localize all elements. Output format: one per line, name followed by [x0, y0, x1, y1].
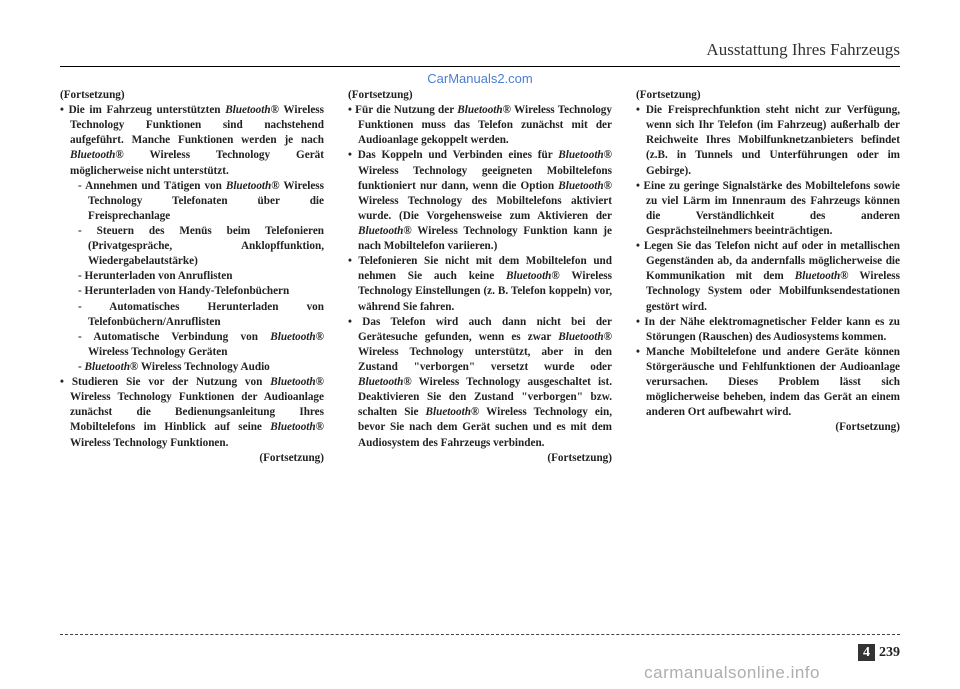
bluetooth-term: Bluetooth®	[85, 361, 139, 373]
column-2: (Fortsetzung) Für die Nutzung der Blueto…	[348, 88, 612, 466]
bluetooth-term: Bluetooth®	[506, 270, 560, 282]
list-item: In der Nähe elektromagnetischer Felder k…	[636, 315, 900, 345]
watermark-bottom: carmanualsonline.info	[644, 663, 820, 683]
text: Wireless Technology des Mobiltelefons ak…	[358, 195, 612, 222]
manual-page: Ausstattung Ihres Fahrzeugs CarManuals2.…	[0, 0, 960, 689]
footer-rule	[60, 634, 900, 635]
text: Wireless Technology Audio	[138, 361, 270, 373]
column-3: (Fortsetzung) Die Freisprechfunktion ste…	[636, 88, 900, 466]
continuation-label: (Fortsetzung)	[60, 451, 324, 466]
column-1: (Fortsetzung) Die im Fahrzeug unterstütz…	[60, 88, 324, 466]
bluetooth-term: Bluetooth®	[457, 104, 511, 116]
bullet-list: Die im Fahrzeug unterstützten Bluetooth®…	[60, 103, 324, 451]
text: Studieren Sie vor der Nutzung von	[72, 376, 270, 388]
list-item: Steuern des Menüs beim Telefonieren (Pri…	[70, 224, 324, 269]
list-item: Bluetooth® Wireless Technology Audio	[70, 360, 324, 375]
text: Annehmen und Tätigen von	[85, 180, 226, 192]
page-number-value: 239	[879, 645, 900, 660]
list-item: Automatisches Herunterladen von Telefonb…	[70, 300, 324, 330]
list-item: Eine zu geringe Signalstärke des Mobilte…	[636, 179, 900, 239]
bluetooth-term: Bluetooth®	[795, 270, 849, 282]
list-item: Herunterladen von Anruflisten	[70, 269, 324, 284]
bluetooth-term: Bluetooth®	[358, 376, 412, 388]
list-item: Die im Fahrzeug unterstützten Bluetooth®…	[60, 103, 324, 375]
text: Wireless Technology unterstützt, aber in…	[358, 346, 612, 373]
text: Wireless Technology Funktionen.	[70, 437, 228, 449]
text: Das Koppeln und Verbinden eines für	[358, 149, 559, 161]
bluetooth-term: Bluetooth®	[225, 104, 279, 116]
bluetooth-term: Bluetooth®	[558, 331, 612, 343]
bluetooth-term: Bluetooth®	[270, 376, 324, 388]
list-item: Herunterladen von Handy-Telefonbüchern	[70, 284, 324, 299]
continuation-label: (Fortsetzung)	[60, 88, 324, 103]
continuation-label: (Fortsetzung)	[348, 88, 612, 103]
text: Wireless Technology Geräten	[88, 346, 227, 358]
watermark-top: CarManuals2.com	[60, 71, 900, 86]
list-item: Automatische Verbindung von Bluetooth® W…	[70, 330, 324, 360]
section-number: 4	[858, 644, 875, 661]
continuation-label: (Fortsetzung)	[348, 451, 612, 466]
bluetooth-term: Bluetooth®	[358, 225, 412, 237]
list-item: Telefonieren Sie nicht mit dem Mobiltele…	[348, 254, 612, 314]
list-item: Manche Mobiltelefone und andere Geräte k…	[636, 345, 900, 421]
text-columns: (Fortsetzung) Die im Fahrzeug unterstütz…	[60, 88, 900, 466]
section-header: Ausstattung Ihres Fahrzeugs	[60, 40, 900, 67]
bluetooth-term: Bluetooth®	[270, 421, 324, 433]
bullet-list: Die Freisprechfunktion steht nicht zur V…	[636, 103, 900, 420]
text: Für die Nutzung der	[355, 104, 457, 116]
text: Die im Fahrzeug unterstützten	[69, 104, 226, 116]
text: Automatische Verbindung von	[93, 331, 270, 343]
dash-list: Annehmen und Tätigen von Bluetooth® Wire…	[70, 179, 324, 375]
list-item: Studieren Sie vor der Nutzung von Blueto…	[60, 375, 324, 451]
bluetooth-term: Bluetooth®	[558, 180, 612, 192]
bluetooth-term: Bluetooth®	[558, 149, 612, 161]
bluetooth-term: Bluetooth®	[70, 149, 124, 161]
list-item: Das Telefon wird auch dann nicht bei der…	[348, 315, 612, 451]
list-item: Die Freisprechfunktion steht nicht zur V…	[636, 103, 900, 179]
list-item: Das Koppeln und Verbinden eines für Blue…	[348, 148, 612, 254]
list-item: Legen Sie das Telefon nicht auf oder in …	[636, 239, 900, 315]
bluetooth-term: Bluetooth®	[270, 331, 324, 343]
bullet-list: Für die Nutzung der Bluetooth® Wireless …	[348, 103, 612, 451]
list-item: Für die Nutzung der Bluetooth® Wireless …	[348, 103, 612, 148]
bluetooth-term: Bluetooth®	[226, 180, 280, 192]
continuation-label: (Fortsetzung)	[636, 420, 900, 435]
list-item: Annehmen und Tätigen von Bluetooth® Wire…	[70, 179, 324, 224]
bluetooth-term: Bluetooth®	[426, 406, 480, 418]
page-number: 4 239	[858, 645, 900, 661]
continuation-label: (Fortsetzung)	[636, 88, 900, 103]
